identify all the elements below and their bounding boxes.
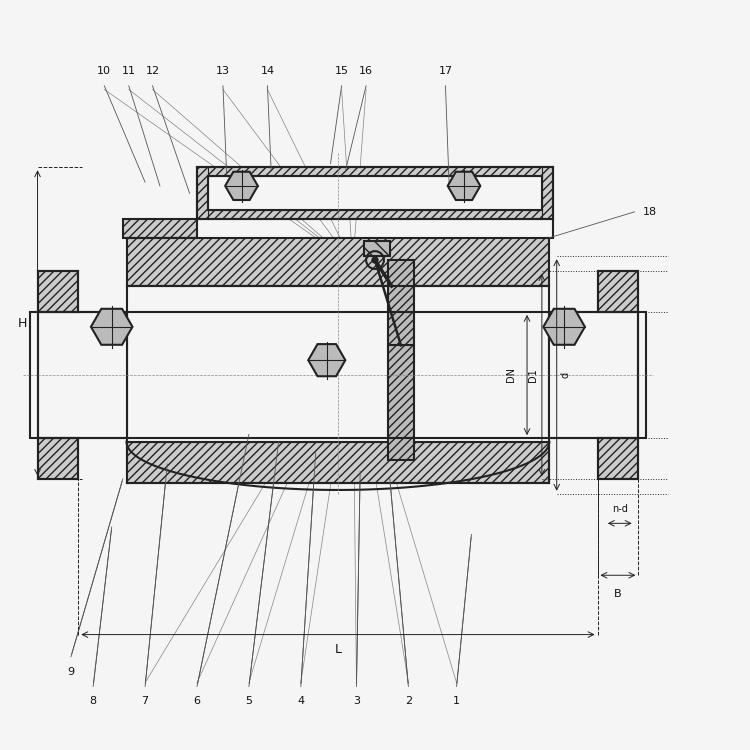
Polygon shape [364, 242, 390, 256]
Circle shape [372, 257, 378, 263]
Bar [30, 312, 127, 438]
Text: H: H [18, 316, 28, 329]
Text: 18: 18 [642, 207, 656, 217]
Polygon shape [127, 442, 549, 482]
Text: 7: 7 [142, 696, 148, 706]
Text: 15: 15 [334, 66, 349, 76]
Polygon shape [91, 309, 133, 345]
Polygon shape [38, 272, 78, 478]
Polygon shape [127, 238, 549, 286]
Text: 9: 9 [68, 667, 74, 676]
Text: 1: 1 [453, 696, 460, 706]
Text: 14: 14 [260, 66, 274, 76]
Polygon shape [225, 172, 258, 200]
Polygon shape [388, 260, 414, 460]
Bar [549, 312, 646, 438]
Bar [209, 176, 542, 210]
Text: 3: 3 [353, 696, 360, 706]
Text: 11: 11 [122, 66, 136, 76]
Polygon shape [123, 219, 197, 238]
Text: L: L [334, 643, 341, 656]
Text: 4: 4 [297, 696, 304, 706]
Text: B: B [614, 589, 622, 598]
Polygon shape [308, 344, 345, 376]
Text: d: d [560, 372, 571, 378]
Text: D1: D1 [528, 368, 538, 382]
Text: 13: 13 [216, 66, 230, 76]
Text: 10: 10 [98, 66, 111, 76]
Text: 2: 2 [405, 696, 412, 706]
Text: 6: 6 [194, 696, 200, 706]
Text: 8: 8 [89, 696, 97, 706]
Text: DN: DN [506, 368, 516, 382]
Text: 12: 12 [146, 66, 160, 76]
Polygon shape [448, 172, 480, 200]
Polygon shape [543, 309, 585, 345]
Polygon shape [197, 167, 553, 219]
Text: 17: 17 [439, 66, 452, 76]
Text: n-d: n-d [612, 503, 628, 514]
Text: 16: 16 [359, 66, 373, 76]
Bar [127, 286, 549, 442]
Polygon shape [598, 272, 638, 478]
Text: 5: 5 [245, 696, 253, 706]
